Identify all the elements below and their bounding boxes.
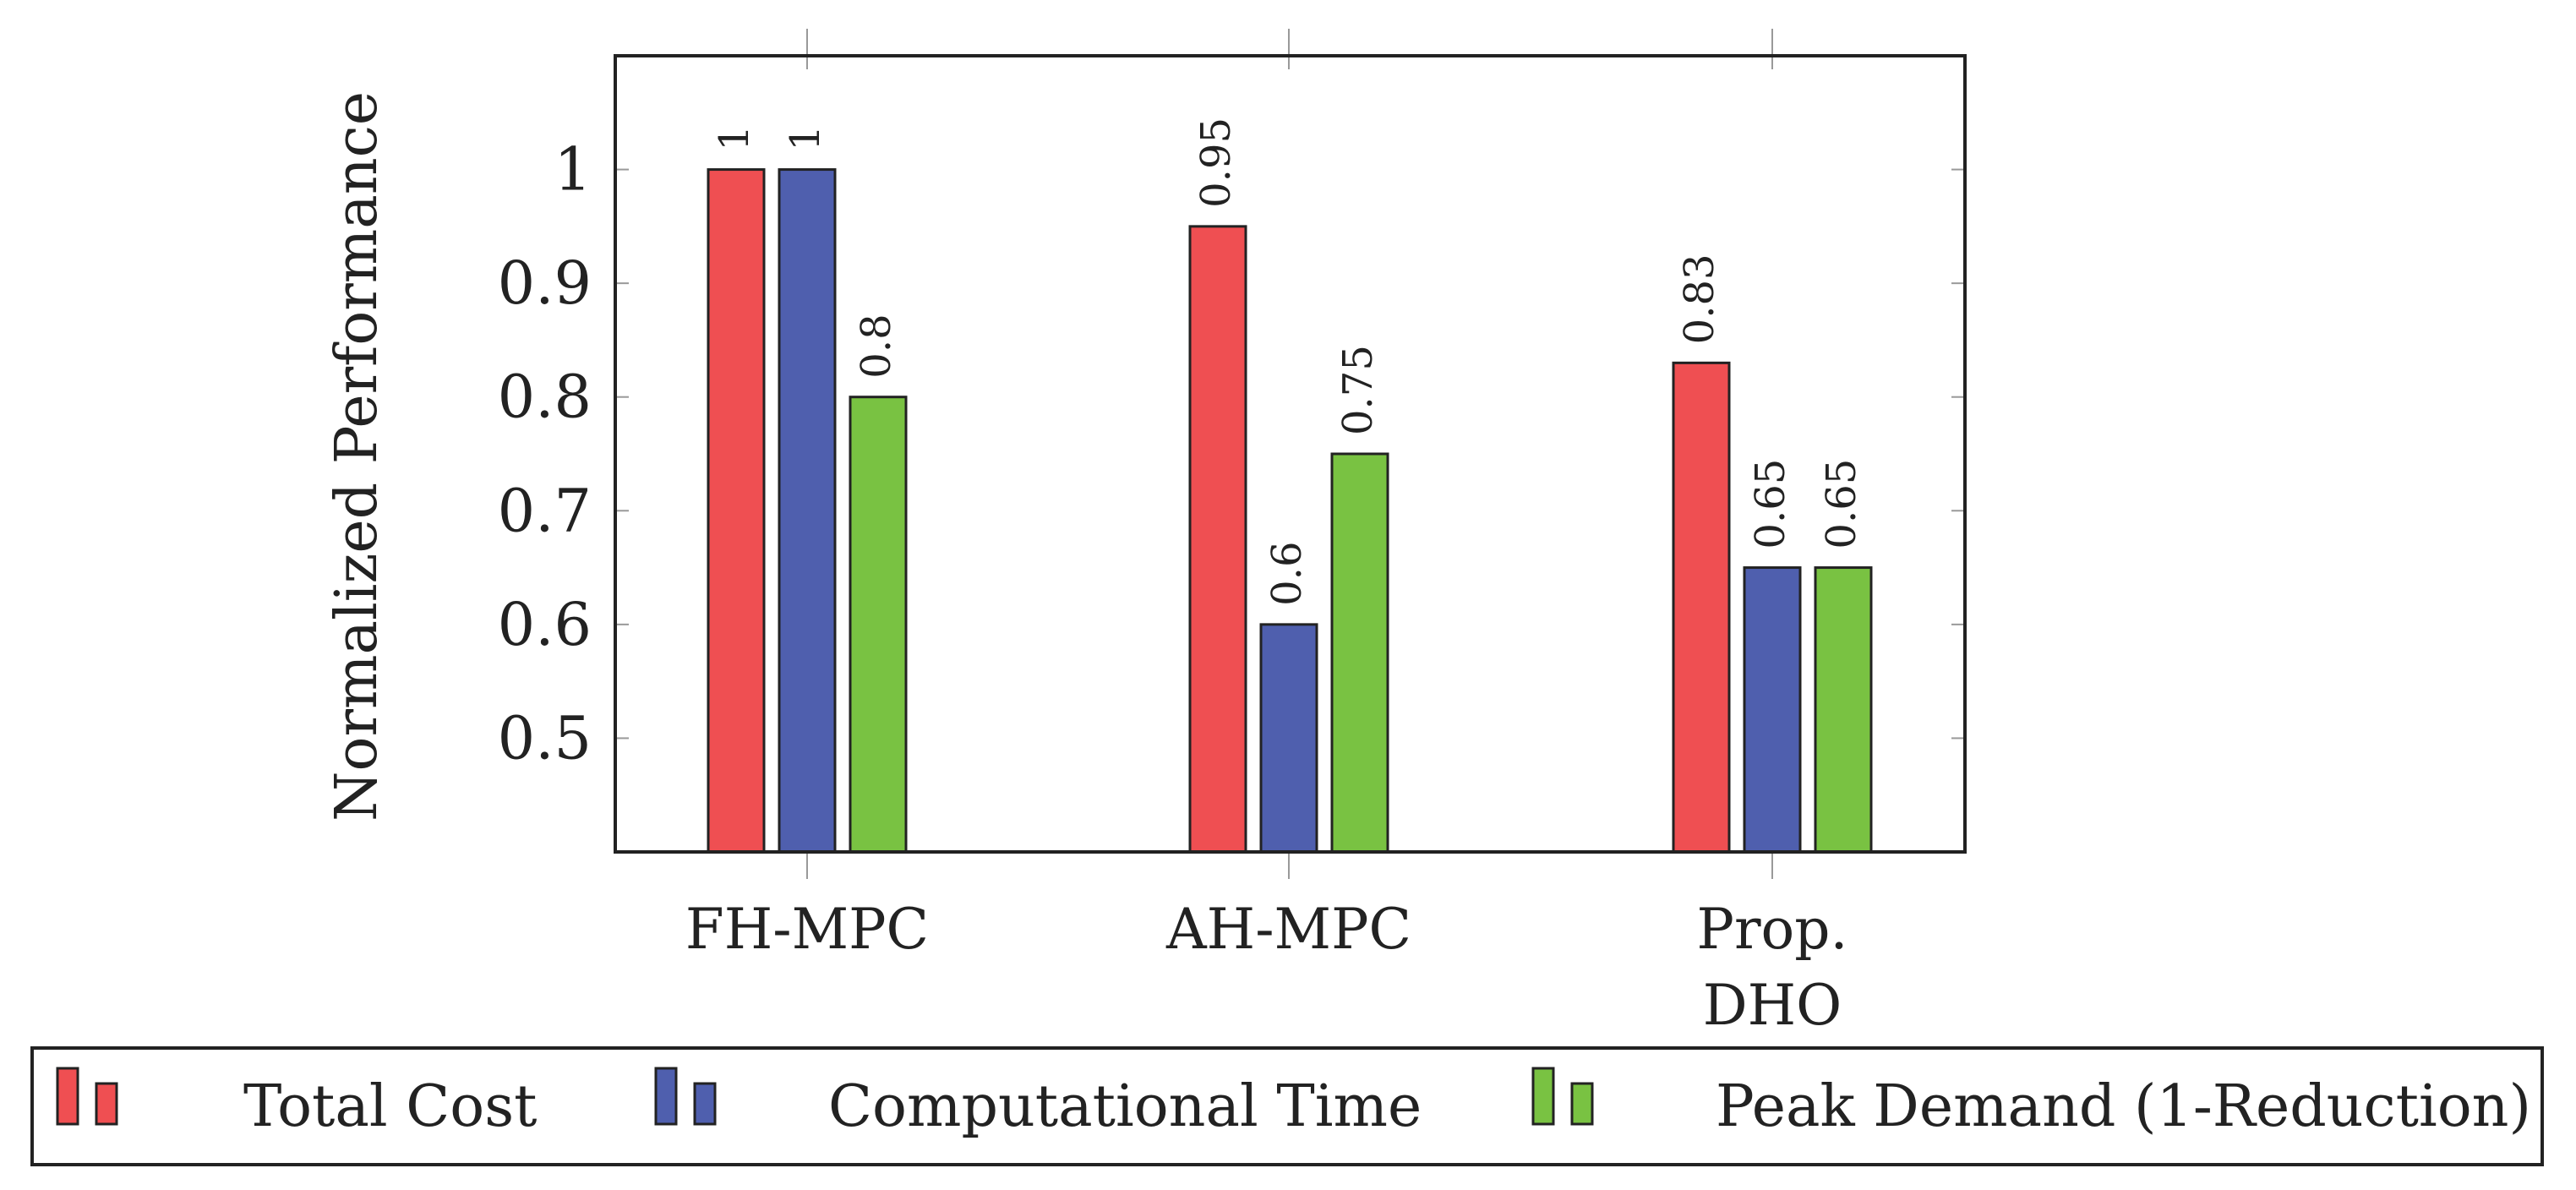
- legend-label: Total Cost: [243, 1073, 537, 1140]
- x-tick-label: FH-MPC: [685, 897, 929, 962]
- x-tick-label: Prop.: [1697, 897, 1848, 962]
- bar-value-label: 0.6: [1263, 542, 1311, 606]
- bar-value-label: 0.75: [1334, 345, 1382, 435]
- legend-label: Computational Time: [828, 1073, 1422, 1140]
- y-tick-label: 0.8: [498, 363, 592, 432]
- bar: [778, 168, 837, 854]
- legend: Total Cost Computational Time Peak Demand …: [30, 1046, 2544, 1166]
- y-tick-label: 1: [554, 135, 592, 205]
- legend-box: [30, 1046, 2544, 1166]
- bar: [1330, 452, 1389, 854]
- bar: [1259, 623, 1318, 854]
- y-axis-label: Normalized Performance: [324, 91, 390, 822]
- y-tick-label: 0.7: [498, 476, 592, 545]
- x-tick-label: AH-MPC: [1165, 897, 1411, 962]
- legend-label: Peak Demand (1-Reduction): [1716, 1073, 2531, 1140]
- plot-area: 0.5 0.6 0.7 0.8 0.9 1 FH-MPC AH-MPC Prop. DHO 1 0.9…: [498, 29, 1967, 1038]
- bar-value-label: 0.83: [1676, 254, 1723, 344]
- bar-value-label: 0.65: [1747, 459, 1794, 549]
- legend-swatch: [95, 1082, 118, 1126]
- bar: [849, 396, 908, 854]
- y-tick-label: 0.6: [498, 590, 592, 659]
- bar-value-label: 1: [711, 125, 758, 151]
- y-tick-label: 0.5: [498, 703, 592, 772]
- bar-value-label: 0.65: [1818, 459, 1865, 549]
- bar: [1814, 566, 1873, 854]
- legend-swatch: [693, 1082, 717, 1126]
- bar: [1672, 361, 1731, 854]
- x-tick-label: DHO: [1703, 973, 1842, 1038]
- bar: [1743, 566, 1802, 854]
- bar-value-label: 1: [782, 125, 829, 151]
- plot-frame: [614, 54, 1967, 854]
- bar: [1188, 225, 1247, 854]
- legend-swatch: [1570, 1082, 1594, 1126]
- legend-swatch: [654, 1067, 678, 1126]
- legend-swatch: [1531, 1067, 1555, 1126]
- bar: [707, 168, 766, 854]
- bar-value-label: 0.8: [853, 314, 900, 378]
- y-tick-label: 0.9: [498, 248, 592, 318]
- legend-swatch: [56, 1067, 79, 1126]
- bar-value-label: 0.95: [1192, 117, 1240, 208]
